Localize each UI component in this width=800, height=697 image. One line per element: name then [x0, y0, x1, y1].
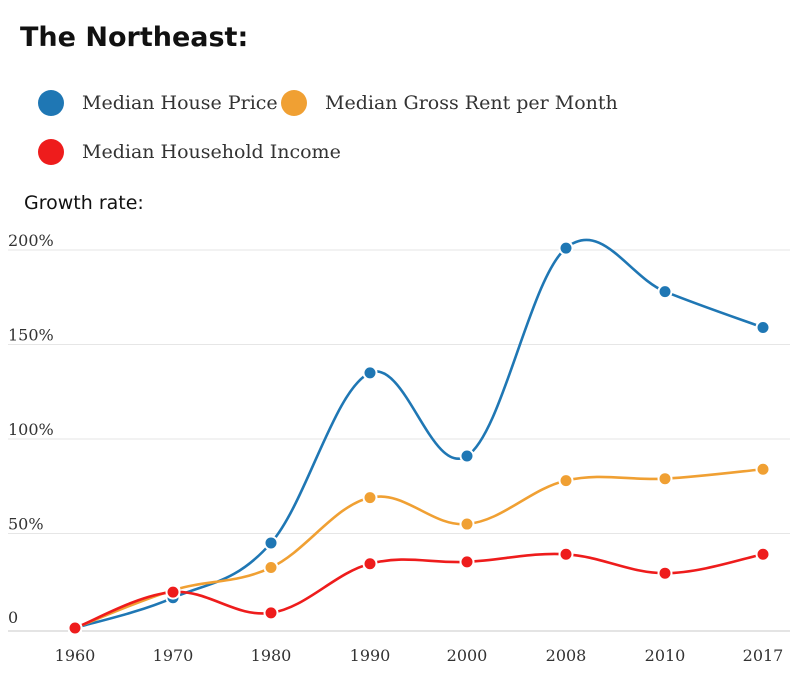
data-point-household-income [362, 556, 378, 572]
data-point-household-income [165, 584, 181, 600]
y-tick-label: 50% [8, 515, 44, 534]
x-tick-label: 2008 [546, 646, 587, 665]
legend-item-house-price[interactable]: Median House Price [38, 90, 278, 116]
data-point-household-income [755, 546, 771, 562]
x-tick-label: 2000 [447, 646, 488, 665]
y-tick-label: 100% [8, 420, 54, 439]
series-line-gross-rent [74, 467, 764, 630]
data-point-house-price [755, 319, 771, 335]
data-point-gross-rent [657, 471, 673, 487]
data-point-gross-rent [263, 560, 279, 576]
chart-title: The Northeast: [20, 22, 249, 53]
data-point-gross-rent [558, 473, 574, 489]
x-tick-label: 1990 [350, 646, 391, 665]
y-tick-label: 0 [8, 608, 18, 627]
y-axis-label: Growth rate: [24, 192, 144, 214]
series-line-household-income [74, 552, 764, 630]
data-point-gross-rent [459, 516, 475, 532]
data-point-household-income [459, 554, 475, 570]
data-point-household-income [263, 605, 279, 621]
data-point-house-price [263, 535, 279, 551]
legend-label-gross-rent: Median Gross Rent per Month [325, 92, 618, 114]
legend-dot-gross-rent [281, 90, 307, 116]
data-point-household-income [657, 565, 673, 581]
data-point-house-price [362, 365, 378, 381]
data-point-house-price [558, 240, 574, 256]
y-tick-label: 200% [8, 231, 54, 250]
legend-label-house-price: Median House Price [82, 92, 278, 114]
data-point-household-income [558, 546, 574, 562]
y-tick-label: 150% [8, 326, 54, 345]
legend-label-household-income: Median Household Income [82, 141, 341, 163]
legend-dot-household-income [38, 139, 64, 165]
data-point-household-income [67, 620, 83, 636]
x-tick-label: 2017 [743, 646, 784, 665]
data-point-gross-rent [362, 490, 378, 506]
data-point-house-price [459, 448, 475, 464]
data-point-gross-rent [755, 461, 771, 477]
x-tick-label: 1970 [153, 646, 194, 665]
data-point-house-price [657, 284, 673, 300]
legend-dot-house-price [38, 90, 64, 116]
series-line-house-price [74, 238, 764, 630]
legend-item-household-income[interactable]: Median Household Income [38, 139, 341, 165]
legend-item-gross-rent[interactable]: Median Gross Rent per Month [281, 90, 618, 116]
x-tick-label: 1960 [55, 646, 96, 665]
x-tick-label: 2010 [645, 646, 686, 665]
x-tick-label: 1980 [251, 646, 292, 665]
